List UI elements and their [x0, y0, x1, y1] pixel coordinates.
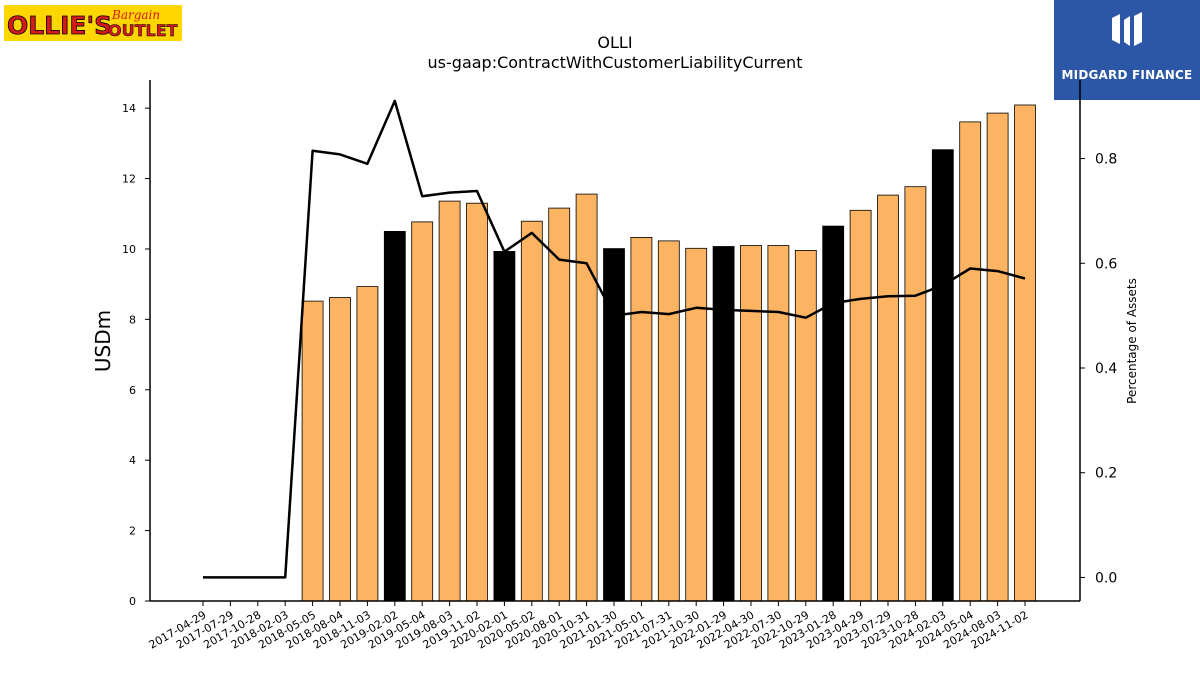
y2-tick-label-0.8: 0.8 — [1095, 152, 1117, 168]
bar-2021-05-01 — [630, 236, 653, 602]
bar-2019-08-03 — [438, 200, 461, 602]
y-tick-label-8: 8 — [129, 313, 136, 326]
ollies-logo-outlet: OUTLET — [108, 21, 178, 40]
bar-2022-07-30 — [767, 245, 790, 602]
y-tick-label-6: 6 — [129, 384, 136, 397]
bar-2020-02-01 — [493, 250, 516, 602]
percentage-line — [203, 99, 1026, 579]
y2-tick-label-0.4: 0.4 — [1095, 361, 1117, 377]
chart-subtitle: us-gaap:ContractWithCustomerLiabilityCur… — [428, 53, 803, 72]
bar-2021-07-31 — [657, 240, 680, 602]
bar-2022-10-29 — [794, 249, 817, 602]
y-tick-label-14: 14 — [122, 102, 136, 115]
bar-series — [301, 104, 1036, 602]
midgard-mark-icon — [1112, 12, 1142, 46]
bar-2022-04-30 — [740, 245, 762, 602]
ollies-logo-bargain: Bargain — [111, 8, 160, 22]
bar-2022-01-29 — [712, 246, 735, 602]
ollies-logo-text: OLLIE'S — [7, 11, 112, 40]
bar-2024-11-02 — [1014, 104, 1036, 602]
midgard-finance-logo: MIDGARD FINANCE — [1054, 0, 1200, 100]
ollies-logo: OLLIE'S Bargain OUTLET — [4, 5, 182, 41]
bar-2019-02-02 — [383, 230, 406, 602]
y-tick-label-10: 10 — [122, 243, 136, 256]
midgard-finance-name: MIDGARD FINANCE — [1061, 68, 1193, 82]
y-tick-label-12: 12 — [122, 173, 136, 186]
bar-2023-10-28 — [904, 186, 927, 602]
bar-2019-05-04 — [411, 221, 434, 602]
chart-title: OLLI — [597, 33, 632, 52]
ollies-logo-background — [4, 5, 182, 41]
y2-tick-label-0.6: 0.6 — [1095, 256, 1117, 272]
y-tick-label-0: 0 — [129, 595, 136, 608]
bar-2020-08-01 — [548, 207, 571, 602]
bar-2020-10-31 — [575, 193, 598, 602]
y2-tick-label-0.2: 0.2 — [1095, 466, 1117, 482]
bar-2019-11-02 — [466, 202, 488, 602]
bar-2018-11-03 — [356, 286, 379, 602]
y-tick-label-2: 2 — [129, 525, 136, 538]
y2-tick-label-0.0: 0.0 — [1095, 570, 1117, 586]
y-tick-label-4: 4 — [129, 454, 136, 467]
y-axis-label: USDm — [91, 310, 115, 372]
bar-2018-08-04 — [329, 297, 351, 602]
line-series — [203, 99, 1026, 579]
bar-2024-08-03 — [986, 112, 1009, 602]
bar-2024-05-04 — [959, 121, 982, 602]
bar-2021-10-30 — [685, 247, 708, 602]
bar-2023-01-28 — [822, 225, 845, 602]
bar-2020-05-02 — [520, 220, 543, 602]
bar-2024-02-03 — [931, 149, 954, 602]
bar-2018-05-05 — [301, 300, 324, 602]
bar-2023-04-29 — [849, 209, 872, 602]
bar-2023-07-29 — [877, 194, 899, 602]
y2-axis-label: Percentage of Assets — [1125, 278, 1139, 404]
